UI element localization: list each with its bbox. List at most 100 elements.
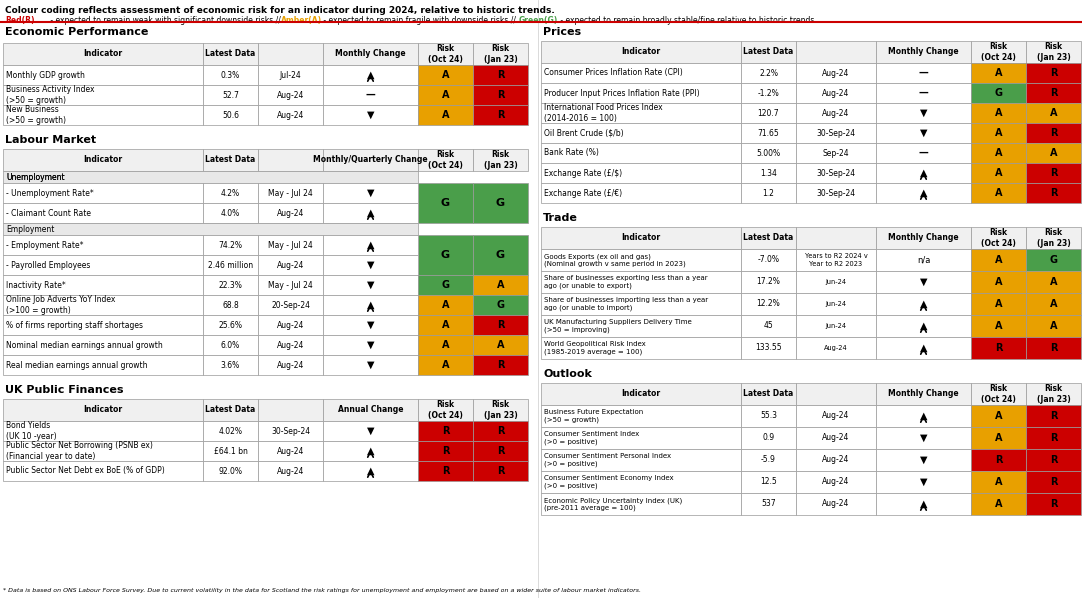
Bar [258, 399, 324, 421]
Bar [3, 421, 203, 441]
Text: Monthly Change: Monthly Change [888, 233, 959, 243]
Text: Share of businesses exporting less than a year
ago (or unable to export): Share of businesses exporting less than … [544, 275, 708, 289]
Bar [1026, 123, 1081, 143]
Text: Jul-24: Jul-24 [279, 71, 302, 80]
Text: R: R [497, 90, 504, 100]
Bar [741, 337, 796, 359]
Text: R: R [1050, 433, 1057, 443]
Bar [418, 421, 473, 441]
Bar [876, 249, 971, 271]
Bar [541, 337, 741, 359]
Text: R: R [497, 446, 504, 456]
Text: Jun-24: Jun-24 [826, 323, 846, 329]
Bar [876, 163, 971, 183]
Bar [3, 65, 203, 85]
Bar [258, 255, 324, 275]
Bar [3, 203, 203, 223]
Text: Consumer Prices Inflation Rate (CPI): Consumer Prices Inflation Rate (CPI) [544, 69, 683, 78]
Bar [203, 255, 258, 275]
Text: A: A [1050, 321, 1057, 331]
Text: Aug-24: Aug-24 [822, 89, 849, 97]
Bar [971, 405, 1026, 427]
Text: Aug-24: Aug-24 [822, 499, 849, 508]
Text: Employment: Employment [6, 224, 54, 233]
Text: R: R [441, 426, 449, 436]
Text: ▲: ▲ [920, 188, 927, 198]
Text: Goods Exports (ex oil and gas)
(Nominal growth v same period in 2023): Goods Exports (ex oil and gas) (Nominal … [544, 253, 686, 267]
Text: Latest Data: Latest Data [743, 47, 793, 56]
Text: G: G [1050, 255, 1057, 265]
Text: A: A [994, 148, 1002, 158]
Text: R: R [1050, 88, 1057, 98]
Text: A: A [441, 90, 449, 100]
Bar [971, 293, 1026, 315]
Bar [203, 65, 258, 85]
Bar [324, 149, 418, 171]
Text: 4.02%: 4.02% [219, 426, 242, 435]
Bar [324, 235, 418, 255]
Text: Indicator: Indicator [83, 405, 122, 414]
Text: A: A [1050, 299, 1057, 309]
Text: ▲: ▲ [920, 321, 927, 331]
Bar [1026, 227, 1081, 249]
Text: Aug-24: Aug-24 [822, 434, 849, 443]
Text: A: A [497, 280, 504, 290]
Bar [1026, 383, 1081, 405]
Text: A: A [994, 433, 1002, 443]
Text: Aug-24: Aug-24 [822, 477, 849, 487]
Bar [971, 63, 1026, 83]
Text: R: R [497, 426, 504, 436]
Text: ▼: ▼ [367, 360, 374, 370]
Bar [203, 441, 258, 461]
Text: 68.8: 68.8 [222, 301, 239, 310]
Text: 71.65: 71.65 [757, 129, 779, 138]
Bar [258, 85, 324, 105]
Bar [324, 399, 418, 421]
Bar [796, 83, 876, 103]
Bar [3, 183, 203, 203]
Bar [1026, 249, 1081, 271]
Bar [3, 335, 203, 355]
Bar [203, 335, 258, 355]
Bar [541, 427, 741, 449]
Text: Economic Policy Uncertainty Index (UK)
(pre-2011 average = 100): Economic Policy Uncertainty Index (UK) (… [544, 497, 683, 511]
Bar [473, 295, 528, 315]
Text: Aug-24: Aug-24 [822, 69, 849, 78]
Bar [418, 461, 473, 481]
Text: -5.9: -5.9 [761, 456, 776, 465]
Bar [1026, 271, 1081, 293]
Text: A: A [994, 128, 1002, 138]
Text: UK Public Finances: UK Public Finances [5, 385, 123, 395]
Bar [418, 105, 473, 125]
Bar [203, 105, 258, 125]
Bar [796, 249, 876, 271]
Text: Unemployment: Unemployment [6, 172, 65, 182]
Text: Aug-24: Aug-24 [277, 209, 304, 218]
Bar [258, 461, 324, 481]
Text: Risk
(Jan 23): Risk (Jan 23) [1037, 42, 1070, 62]
Text: * Data is based on ONS Labour Force Survey. Due to current volatility in the dat: * Data is based on ONS Labour Force Surv… [3, 588, 641, 593]
Text: World Geopolitical Risk Index
(1985-2019 average = 100): World Geopolitical Risk Index (1985-2019… [544, 341, 646, 355]
Text: Latest Data: Latest Data [206, 155, 255, 164]
Bar [741, 143, 796, 163]
Text: - Unemployment Rate*: - Unemployment Rate* [6, 188, 94, 197]
Bar [324, 441, 418, 461]
Bar [876, 227, 971, 249]
Bar [258, 421, 324, 441]
Bar [473, 85, 528, 105]
Bar [971, 143, 1026, 163]
Text: Amber(A): Amber(A) [281, 16, 322, 25]
Text: 20-Sep-24: 20-Sep-24 [270, 301, 311, 310]
Text: Aug-24: Aug-24 [277, 321, 304, 329]
Text: ▼: ▼ [367, 280, 374, 290]
Text: 4.2%: 4.2% [221, 188, 240, 197]
Text: New Business
(>50 = growth): New Business (>50 = growth) [6, 105, 66, 125]
Bar [876, 405, 971, 427]
Bar [796, 271, 876, 293]
Bar [796, 183, 876, 203]
Text: 4.0%: 4.0% [221, 209, 240, 218]
Text: G: G [441, 280, 449, 290]
Bar [418, 275, 473, 295]
Bar [876, 449, 971, 471]
Bar [741, 293, 796, 315]
